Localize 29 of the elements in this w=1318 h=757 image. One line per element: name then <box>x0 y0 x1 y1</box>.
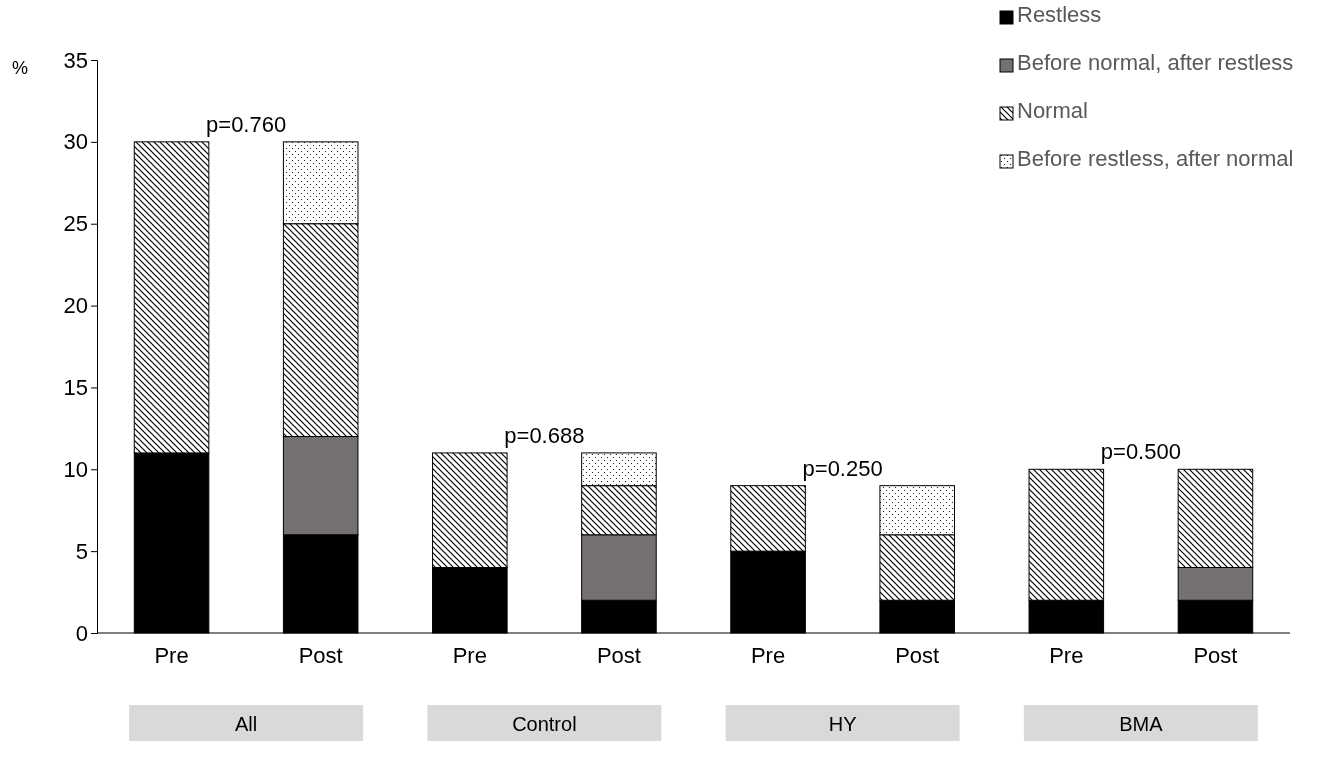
y-tick-label: 0 <box>75 620 88 646</box>
y-tick-label: 35 <box>63 47 88 73</box>
text: All <box>235 713 258 735</box>
text: HY <box>828 713 857 735</box>
legend-label: Normal <box>1017 98 1088 123</box>
annotation: p=0.500 <box>1100 439 1181 465</box>
y-tick-label: 30 <box>63 129 88 155</box>
x-tick-label: Pre <box>154 642 189 668</box>
x-tick-label: Post <box>1193 642 1238 668</box>
x-tick-label: Pre <box>750 642 786 668</box>
y-tick-label: 5 <box>75 538 88 564</box>
annotation: p=0.688 <box>504 422 585 448</box>
text: Control <box>512 713 577 735</box>
annotation: p=0.250 <box>802 455 883 481</box>
x-tick-label: Pre <box>452 642 487 668</box>
x-tick-label: Post <box>895 642 940 668</box>
y-tick-label: 25 <box>63 211 88 237</box>
y-axis-title: % <box>12 58 29 78</box>
legend-label: Before restless, after normal <box>1017 146 1294 171</box>
legend-label: Restless <box>1017 2 1102 27</box>
y-tick-label: 10 <box>63 456 88 482</box>
y-tick-label: 20 <box>63 293 88 319</box>
y-tick-label: 15 <box>63 374 88 400</box>
x-tick-label: Pre <box>1049 642 1084 668</box>
x-tick-label: Post <box>298 642 343 668</box>
x-tick-label: Post <box>596 642 641 668</box>
annotation: p=0.760 <box>206 111 287 137</box>
text: BMA <box>1119 713 1164 735</box>
legend-label: Before normal, after restless <box>1017 50 1294 75</box>
